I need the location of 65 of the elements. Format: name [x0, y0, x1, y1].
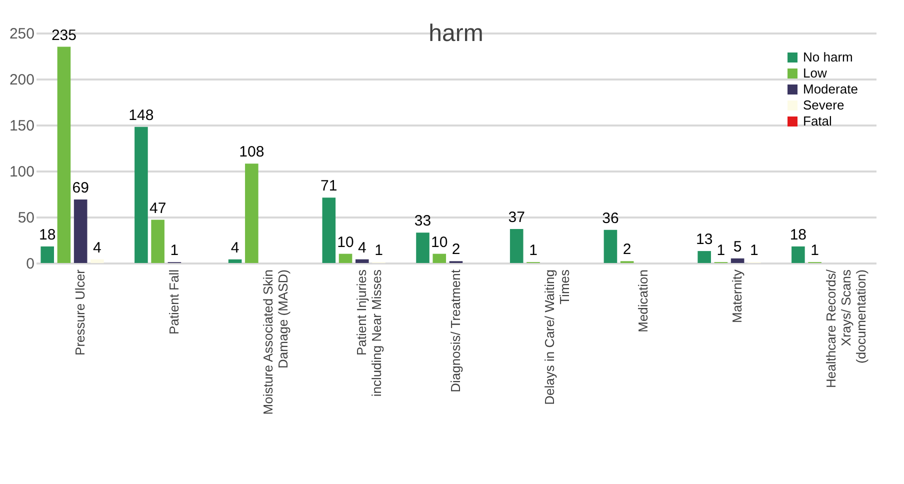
- data-label: 33: [414, 212, 432, 230]
- data-label: 36: [602, 210, 619, 227]
- legend-label: No harm: [803, 50, 853, 64]
- data-label: 37: [508, 208, 525, 226]
- data-label: 18: [38, 226, 56, 244]
- y-tick-label: 100: [9, 164, 34, 180]
- legend-label: Moderate: [803, 82, 858, 96]
- bar: [134, 126, 148, 263]
- data-label: 148: [128, 106, 154, 124]
- data-label: 47: [149, 200, 166, 217]
- data-label: 1: [810, 242, 819, 260]
- x-tick-label: Moisture Associated Skin Damage (MASD): [260, 270, 290, 415]
- bar: [338, 254, 352, 263]
- x-tick-label: Medication: [636, 270, 651, 332]
- data-label: 1: [374, 242, 383, 260]
- bar: [355, 259, 369, 263]
- data-label: 1: [170, 242, 179, 260]
- bar: [510, 228, 524, 263]
- x-tick-label: Patient Fall: [166, 269, 182, 335]
- data-label: 108: [239, 144, 264, 161]
- bar: [730, 258, 744, 263]
- data-label: 1: [529, 242, 538, 260]
- data-label: 235: [51, 26, 76, 44]
- x-tick-label: Patient Injuries including Near Misses: [354, 269, 384, 397]
- data-label: 2: [622, 241, 632, 258]
- legend-label: Low: [803, 66, 828, 80]
- data-label: 69: [72, 180, 89, 197]
- bar: [228, 259, 242, 263]
- bar: [245, 164, 258, 263]
- data-label: 71: [320, 178, 338, 195]
- y-tick-label: 0: [26, 256, 34, 272]
- bar: [57, 46, 71, 263]
- bar: [90, 259, 104, 263]
- data-label: 4: [358, 239, 366, 256]
- data-label: 5: [733, 238, 742, 256]
- data-label: 10: [431, 234, 448, 251]
- data-label: 13: [696, 231, 713, 248]
- legend-label: Severe: [803, 98, 844, 112]
- data-label: 4: [230, 239, 240, 256]
- x-tick-label: Maternity: [730, 269, 745, 323]
- bar: [604, 230, 618, 263]
- y-tick-label: 250: [9, 26, 34, 42]
- x-tick-label: Delays in Care/ Waiting Times: [542, 269, 572, 405]
- bar: [151, 220, 164, 263]
- data-label: 1: [750, 242, 758, 260]
- bar: [40, 246, 54, 263]
- x-tick-label: Healthcare Records/ Xrays/ Scans (documentation): [823, 269, 868, 388]
- y-tick-label: 150: [9, 118, 34, 134]
- chart-title: harm: [428, 20, 484, 47]
- data-label: 10: [337, 234, 354, 251]
- bar: [74, 200, 88, 263]
- bar: [698, 251, 711, 263]
- y-tick-label: 200: [9, 72, 34, 88]
- data-label: 4: [93, 239, 102, 256]
- data-label: 2: [452, 241, 460, 258]
- x-tick-label: Diagnosis/ Treatment: [448, 269, 463, 392]
- x-tick-label: Pressure Ulcer: [72, 268, 88, 356]
- bar: [432, 254, 446, 263]
- bar: [322, 198, 336, 263]
- bar: [416, 232, 430, 263]
- data-label: 18: [790, 226, 807, 244]
- y-tick-label: 50: [18, 210, 34, 226]
- data-label: 1: [716, 242, 726, 260]
- bar: [792, 246, 805, 263]
- legend-label: Fatal: [803, 114, 832, 128]
